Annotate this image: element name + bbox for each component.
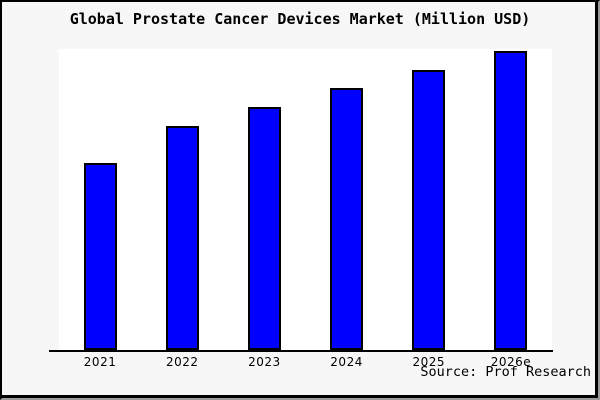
x-tick-label-2026e: 2026e xyxy=(490,355,532,369)
bar-2021 xyxy=(83,163,117,350)
x-tick-label-2021: 2021 xyxy=(83,355,117,369)
x-axis-line xyxy=(49,350,553,352)
bar-2025 xyxy=(412,70,446,350)
x-tick-label-2023: 2023 xyxy=(248,355,281,369)
plot-area xyxy=(59,49,552,350)
x-tick-label-2022: 2022 xyxy=(165,355,199,369)
x-tick-label-2025: 2025 xyxy=(412,355,446,369)
bar-2022 xyxy=(165,126,199,350)
bar-2023 xyxy=(247,107,281,350)
chart-title: Global Prostate Cancer Devices Market (M… xyxy=(69,10,531,28)
bar-2024 xyxy=(330,88,364,350)
source-attribution: Source: Prof Research xyxy=(420,364,591,380)
x-tick-label-2024: 2024 xyxy=(330,355,363,369)
bar-2026e xyxy=(494,51,528,350)
